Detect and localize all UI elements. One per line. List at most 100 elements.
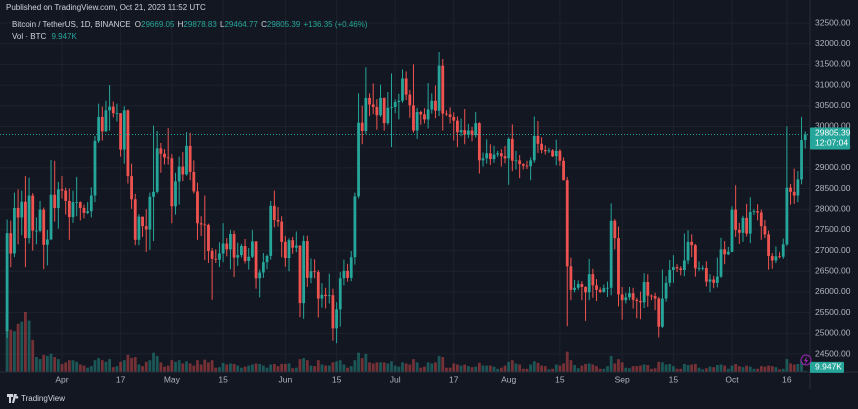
volume-bar: [576, 368, 580, 372]
volume-bar: [397, 366, 401, 372]
volume-bar: [448, 367, 452, 372]
volume-bar: [514, 363, 518, 372]
candle-body: [419, 111, 423, 115]
volume-bar: [78, 364, 82, 372]
candle-body: [507, 138, 511, 159]
volume-bar: [130, 358, 133, 372]
volume-bar: [573, 365, 576, 372]
volume-bar: [335, 361, 338, 372]
volume-bar: [133, 357, 137, 372]
volume-bar: [756, 368, 760, 372]
volume-bar: [155, 355, 159, 372]
candle-body: [668, 270, 672, 283]
volume-bar: [386, 363, 390, 372]
volume-bar: [42, 354, 46, 372]
candle-body: [412, 105, 415, 131]
volume-bar: [598, 368, 602, 372]
volume-bar: [20, 321, 24, 372]
volume-bar: [236, 365, 240, 372]
candle-body: [192, 171, 196, 192]
volume-bar: [565, 351, 569, 372]
volume-bar: [382, 362, 386, 372]
candle-body: [316, 272, 320, 299]
candle-body: [305, 241, 309, 278]
candle-body: [338, 278, 342, 310]
candle-body: [558, 150, 562, 161]
brand: TradingView: [21, 394, 65, 403]
volume-bar: [697, 367, 701, 372]
candle-body: [34, 230, 38, 232]
change: +136.35 (+0.46%): [303, 20, 367, 29]
candle-body: [280, 221, 284, 242]
volume-bar: [510, 360, 514, 372]
volume-bar: [13, 331, 16, 372]
candle-body: [137, 216, 141, 240]
volume-bar: [393, 365, 397, 372]
volume-bar: [686, 365, 690, 372]
candle-body: [514, 160, 518, 162]
symbol: Bitcoin / TetherUS, 1D, BINANCE: [12, 20, 131, 29]
volume-bar: [272, 363, 276, 372]
candle-body: [657, 298, 661, 327]
volume-bar: [302, 358, 306, 372]
x-tick-label: 17: [449, 374, 459, 384]
x-tick-label: 15: [555, 374, 565, 384]
candle-body: [628, 293, 631, 298]
volume-bar: [704, 368, 708, 372]
candle-body: [229, 234, 232, 250]
candle-body: [371, 104, 375, 107]
candle-body: [595, 285, 598, 290]
candle-body: [111, 106, 115, 114]
volume-bar: [741, 367, 745, 372]
candle-body: [67, 200, 71, 218]
candle-body: [781, 244, 785, 257]
volume-bar: [408, 364, 412, 372]
candle-body: [540, 143, 544, 151]
candle-body: [31, 195, 35, 231]
y-tick-label: 26000.00: [815, 286, 851, 296]
volume-bar: [792, 364, 796, 372]
candle-body: [364, 97, 368, 131]
candle-body: [115, 113, 119, 114]
volume-bar: [203, 359, 207, 372]
volume-bar: [536, 362, 540, 372]
candle-body: [276, 219, 280, 222]
candle-body: [759, 212, 763, 227]
volume-bar: [562, 363, 565, 372]
volume-bar: [152, 352, 155, 372]
volume-bar: [624, 367, 628, 372]
volume-bar: [785, 359, 789, 372]
volume-bar: [291, 368, 295, 372]
candle-body: [796, 179, 800, 196]
volume-bar: [726, 368, 730, 372]
candle-body: [97, 116, 101, 141]
candle-body: [639, 301, 642, 303]
volume-bar: [327, 365, 331, 372]
candle-body: [408, 94, 412, 106]
candle-body: [529, 160, 533, 167]
candle-body: [503, 156, 507, 159]
candle-body: [518, 160, 522, 165]
volume-title: Vol · BTC: [12, 32, 46, 41]
candle-body: [712, 279, 716, 283]
candle-body: [481, 158, 485, 161]
volume-bar: [682, 363, 686, 372]
candle-body: [653, 296, 657, 299]
candle-body: [617, 238, 620, 295]
volume-bar: [441, 357, 445, 372]
volume-bar: [86, 367, 90, 372]
y-tick-label: 25500.00: [815, 307, 851, 317]
volume-bar: [67, 360, 71, 372]
candle-body: [466, 130, 470, 135]
candle-body: [510, 138, 514, 161]
candle-body: [474, 123, 478, 136]
candle-body: [434, 100, 437, 111]
candle-body: [770, 255, 774, 261]
candle-body: [174, 181, 177, 207]
y-tick-label: 26500.00: [815, 266, 851, 276]
volume-bar: [349, 366, 353, 372]
volume-bar: [313, 366, 317, 372]
volume-bar: [423, 366, 426, 372]
candle-body: [404, 78, 408, 95]
candle-body: [701, 267, 705, 269]
